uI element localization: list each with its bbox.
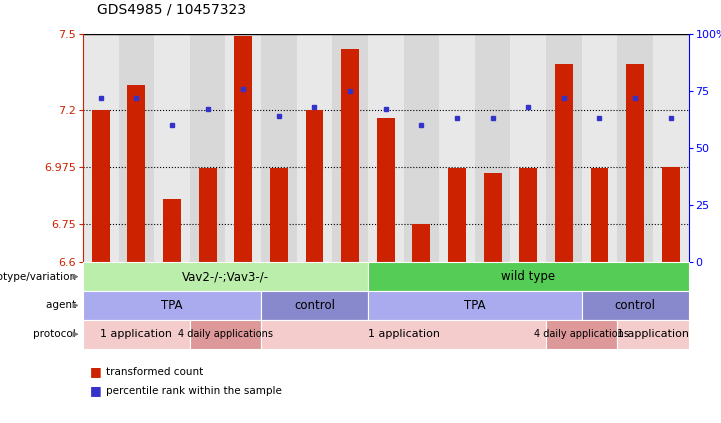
Bar [475, 34, 510, 262]
Bar [306, 110, 324, 262]
Bar [296, 34, 332, 262]
Text: agent: agent [46, 300, 79, 310]
Bar [448, 168, 466, 262]
Text: percentile rank within the sample: percentile rank within the sample [106, 386, 282, 396]
Bar [439, 34, 475, 262]
Text: wild type: wild type [501, 270, 555, 283]
Text: 1 application: 1 application [100, 329, 172, 339]
Bar [546, 34, 582, 262]
Bar [332, 34, 368, 262]
Bar [128, 85, 145, 262]
Bar [590, 168, 609, 262]
Bar [92, 110, 110, 262]
Bar [163, 199, 181, 262]
Text: GDS4985 / 10457323: GDS4985 / 10457323 [97, 3, 247, 17]
Bar [226, 34, 261, 262]
Text: control: control [294, 299, 335, 312]
Bar [412, 224, 430, 262]
Bar [83, 34, 118, 262]
Text: 1 application: 1 application [368, 329, 440, 339]
Bar [582, 34, 617, 262]
Text: TPA: TPA [464, 299, 485, 312]
Text: ■: ■ [90, 385, 102, 397]
Bar [234, 36, 252, 262]
Bar [270, 168, 288, 262]
Bar [341, 49, 359, 262]
Text: Vav2-/-;Vav3-/-: Vav2-/-;Vav3-/- [182, 270, 269, 283]
Text: ■: ■ [90, 365, 102, 378]
Text: 4 daily applications: 4 daily applications [178, 329, 273, 339]
Bar [199, 168, 216, 262]
Bar [555, 64, 572, 262]
Bar [617, 34, 653, 262]
Text: protocol: protocol [33, 329, 79, 339]
Bar [627, 64, 644, 262]
Text: control: control [614, 299, 655, 312]
Text: transformed count: transformed count [106, 367, 203, 377]
Bar [261, 34, 296, 262]
Bar [653, 34, 689, 262]
Bar [510, 34, 546, 262]
Text: 1 application: 1 application [617, 329, 689, 339]
Bar [368, 34, 404, 262]
Text: TPA: TPA [162, 299, 182, 312]
Bar [154, 34, 190, 262]
Bar [519, 168, 537, 262]
Bar [377, 118, 394, 262]
Bar [404, 34, 439, 262]
Bar [662, 167, 680, 262]
Bar [484, 173, 502, 262]
Bar [190, 34, 226, 262]
Text: 4 daily applications: 4 daily applications [534, 329, 629, 339]
Bar [118, 34, 154, 262]
Text: genotype/variation: genotype/variation [0, 272, 79, 282]
